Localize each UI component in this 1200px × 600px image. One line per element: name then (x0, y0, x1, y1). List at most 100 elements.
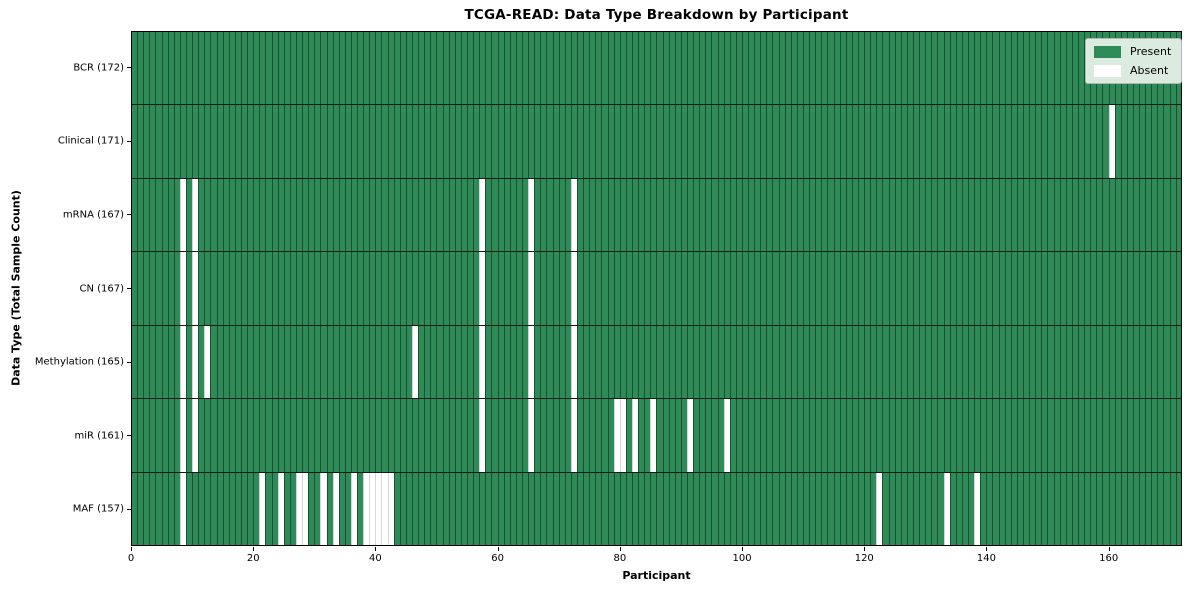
heatmap-cell (460, 105, 467, 178)
heatmap-cell (796, 32, 803, 105)
heatmap-cell (179, 105, 186, 178)
heatmap-cell (760, 325, 766, 399)
heatmap-cell (680, 32, 687, 105)
heatmap-cell (900, 472, 907, 545)
heatmap-cell (680, 178, 687, 252)
heatmap-cell (1169, 472, 1176, 545)
heatmap-cell (888, 252, 895, 325)
heatmap-cell (1071, 252, 1078, 325)
heatmap-cell (1126, 399, 1133, 472)
heatmap-cell (167, 472, 174, 545)
heatmap-cell (625, 399, 632, 472)
heatmap-cell (216, 325, 223, 399)
y-tick-mark (127, 67, 131, 69)
heatmap-cell (509, 399, 516, 472)
heatmap-cell (674, 325, 681, 399)
heatmap-cell (497, 472, 504, 545)
heatmap-cell (601, 472, 607, 545)
heatmap-cell (1126, 252, 1133, 325)
heatmap-cell (473, 252, 479, 325)
heatmap-cell (723, 32, 730, 105)
heatmap-cell (876, 472, 883, 545)
heatmap-cell (882, 32, 888, 105)
heatmap-cell (314, 105, 320, 178)
heatmap-cell (570, 325, 577, 399)
heatmap-cell (790, 325, 797, 399)
heatmap-cell (265, 32, 271, 105)
heatmap-cell (1022, 178, 1029, 252)
x-tick-label: 80 (613, 553, 627, 564)
heatmap-cell (436, 399, 442, 472)
heatmap-cell (442, 178, 449, 252)
heatmap-cell (454, 252, 461, 325)
heatmap-cell (766, 178, 772, 252)
heatmap-cell (204, 325, 211, 399)
heatmap-cell (1084, 32, 1090, 105)
heatmap-cell (955, 252, 962, 325)
heatmap-cell (442, 472, 449, 545)
heatmap-cell (381, 32, 387, 105)
heatmap-cell (1090, 252, 1096, 325)
heatmap-cell (1169, 325, 1176, 399)
heatmap-cell (827, 178, 833, 252)
heatmap-cell (467, 399, 473, 472)
heatmap-cell (479, 105, 485, 178)
heatmap-cell (204, 252, 210, 325)
heatmap-cell (729, 105, 736, 178)
heatmap-cell (772, 178, 778, 252)
heatmap-cell (332, 178, 339, 252)
heatmap-cell (784, 252, 791, 325)
heatmap-cell (222, 32, 229, 105)
heatmap-cell (656, 252, 662, 325)
heatmap-cell (638, 399, 644, 472)
heatmap-cell (412, 178, 418, 252)
heatmap-cell (247, 252, 253, 325)
heatmap-cell (680, 325, 687, 399)
heatmap-cell (644, 105, 650, 178)
heatmap-cell (161, 325, 168, 399)
x-tick-label: 20 (246, 553, 260, 564)
heatmap-cell (320, 325, 326, 399)
heatmap-cell (1084, 252, 1090, 325)
heatmap-cell (185, 178, 192, 252)
heatmap-cell (412, 252, 418, 325)
heatmap-cell (680, 105, 687, 178)
heatmap-cell (790, 32, 797, 105)
heatmap-cell (1022, 32, 1029, 105)
heatmap-cell (332, 105, 339, 178)
heatmap-cell (1102, 325, 1108, 399)
heatmap-cell (1041, 325, 1047, 399)
heatmap-cell (894, 472, 901, 545)
heatmap-cell (760, 399, 766, 472)
heatmap-cell (320, 178, 326, 252)
heatmap-cell (460, 252, 467, 325)
heatmap-cell (479, 252, 486, 325)
heatmap-cell (674, 472, 681, 545)
heatmap-cell (1010, 252, 1017, 325)
heatmap-cell (393, 105, 400, 178)
heatmap-cell (265, 252, 271, 325)
heatmap-cell (1145, 325, 1151, 399)
y-tick-mark (127, 435, 131, 437)
heatmap-cell (784, 178, 791, 252)
heatmap-cell (357, 32, 363, 105)
heatmap-cell (485, 252, 491, 325)
heatmap-cell (564, 325, 571, 399)
heatmap-cell (424, 325, 430, 399)
heatmap-cell (424, 32, 430, 105)
heatmap-cell (1077, 32, 1084, 105)
heatmap-cell (583, 325, 589, 399)
heatmap-cell (723, 325, 730, 399)
heatmap-cell (448, 105, 455, 178)
heatmap-cell (552, 472, 559, 545)
heatmap-cell (894, 325, 901, 399)
heatmap-cell (302, 399, 308, 472)
heatmap-cell (656, 472, 662, 545)
heatmap-cell (515, 105, 522, 178)
heatmap-cell (522, 325, 528, 399)
heatmap-cell (974, 399, 980, 472)
heatmap-cell (247, 325, 253, 399)
heatmap-cell (338, 472, 345, 545)
heatmap-cell (949, 32, 956, 105)
heatmap-cell (699, 325, 705, 399)
